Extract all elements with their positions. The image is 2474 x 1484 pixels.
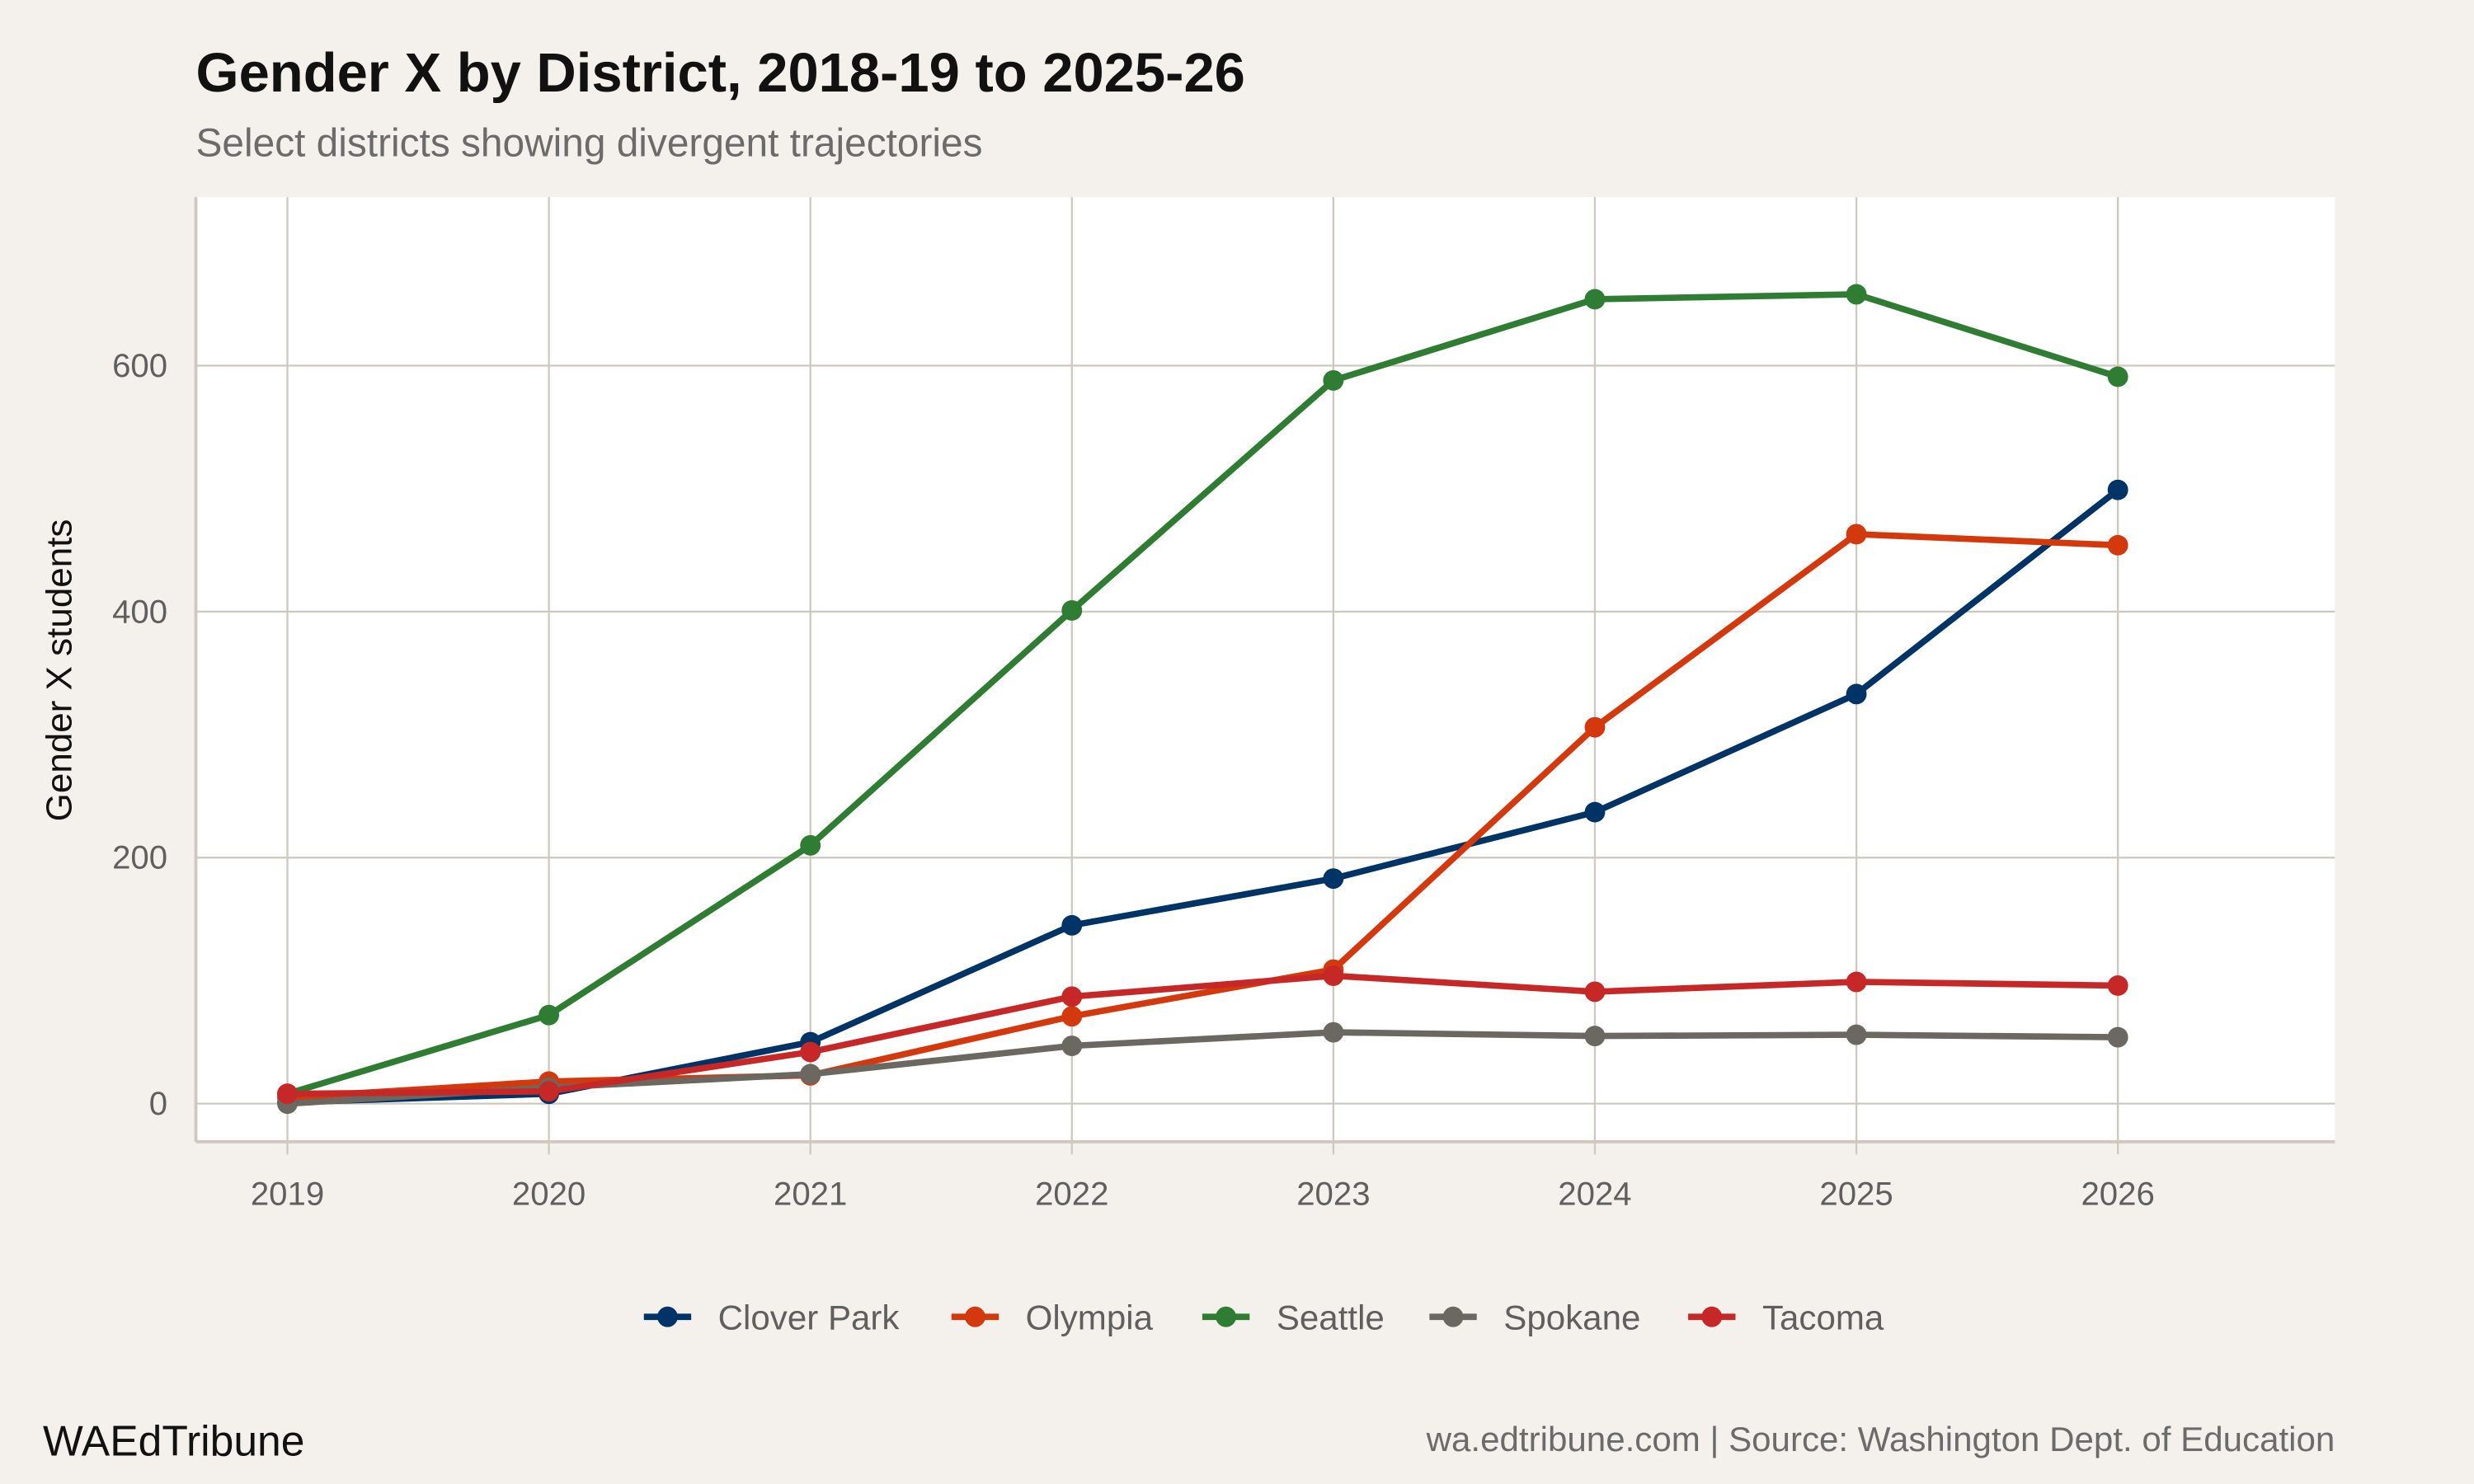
y-axis-label: Gender X students	[39, 519, 79, 822]
data-point-seattle	[2107, 366, 2128, 387]
legend-label: Olympia	[1026, 1298, 1154, 1337]
data-point-olympia	[1846, 524, 1867, 545]
legend-item: Spokane	[1429, 1298, 1640, 1337]
data-point-tacoma	[800, 1041, 821, 1063]
data-point-seattle	[1584, 289, 1606, 310]
data-point-tacoma	[1846, 971, 1867, 993]
legend-item: Clover Park	[643, 1298, 901, 1337]
legend-key-point	[657, 1306, 678, 1327]
legend-item: Seattle	[1202, 1298, 1385, 1337]
data-point-tacoma	[1584, 981, 1606, 1003]
data-point-olympia	[1584, 716, 1606, 738]
data-point-spokane	[1323, 1021, 1344, 1043]
legend-label: Clover Park	[718, 1298, 901, 1337]
x-tick-label: 2022	[1035, 1175, 1108, 1212]
data-point-seattle	[539, 1004, 560, 1026]
footer-source: wa.edtribune.com | Source: Washington De…	[1426, 1420, 2335, 1458]
legend-key-point	[1442, 1306, 1464, 1327]
data-point-clover-park	[1846, 683, 1867, 705]
x-tick-label: 2020	[512, 1175, 586, 1212]
data-point-clover-park	[2107, 479, 2128, 500]
data-point-seattle	[1061, 599, 1083, 621]
grid-lines	[195, 197, 2335, 1155]
data-point-clover-park	[1061, 914, 1083, 936]
series-line-tacoma	[287, 972, 2119, 1097]
series-line-olympia	[287, 531, 2119, 1101]
series-group	[277, 284, 2128, 1115]
data-point-spokane	[1061, 1036, 1083, 1056]
legend-key-point	[965, 1306, 985, 1327]
legend-item: Olympia	[951, 1298, 1154, 1337]
footer-brand: WAEdTribune	[43, 1417, 305, 1465]
data-point-clover-park	[1323, 868, 1344, 890]
x-tick-label: 2024	[1558, 1175, 1631, 1212]
y-tick-label: 400	[112, 593, 167, 630]
y-tick-labels: 0 200 400 600	[112, 347, 167, 1122]
data-point-spokane	[1846, 1024, 1867, 1045]
data-point-tacoma	[1061, 986, 1083, 1007]
chart-subtitle: Select districts showing divergent traje…	[196, 121, 983, 165]
data-point-spokane	[1584, 1026, 1606, 1047]
legend-item: Tacoma	[1688, 1298, 1884, 1337]
legend-label: Tacoma	[1762, 1298, 1884, 1337]
data-point-spokane	[800, 1064, 821, 1085]
data-point-tacoma	[1323, 965, 1344, 986]
chart-title: Gender X by District, 2018-19 to 2025-26	[196, 42, 1245, 104]
legend-key-point	[1216, 1306, 1237, 1327]
legend-label: Spokane	[1503, 1298, 1640, 1337]
data-point-spokane	[2107, 1026, 2128, 1048]
x-tick-labels: 2019 2020 2021 2022 2023 2024 2025 2026	[251, 1175, 2155, 1212]
x-tick-label: 2023	[1296, 1175, 1370, 1212]
x-tick-label: 2026	[2081, 1175, 2154, 1212]
data-point-seattle	[1846, 284, 1867, 305]
legend: Clover Park Olympia Seattle Spokane Tacoma	[643, 1298, 1884, 1337]
y-tick-label: 200	[112, 839, 167, 876]
x-tick-label: 2019	[251, 1175, 324, 1212]
y-tick-label: 600	[112, 347, 167, 384]
x-tick-label: 2021	[774, 1175, 847, 1212]
data-point-seattle	[1323, 369, 1344, 391]
series-line-seattle	[286, 291, 2119, 1097]
legend-key-point	[1701, 1306, 1723, 1327]
y-tick-label: 0	[149, 1085, 167, 1122]
legend-label: Seattle	[1277, 1298, 1385, 1337]
data-point-tacoma	[2107, 975, 2128, 996]
data-point-olympia	[1061, 1006, 1083, 1027]
x-tick-label: 2025	[1819, 1175, 1893, 1212]
data-point-tacoma	[539, 1081, 560, 1102]
data-point-tacoma	[277, 1083, 298, 1105]
data-point-seattle	[800, 834, 821, 856]
data-point-clover-park	[1584, 801, 1606, 823]
data-point-olympia	[2107, 534, 2128, 556]
plot-panel	[195, 197, 2335, 1142]
